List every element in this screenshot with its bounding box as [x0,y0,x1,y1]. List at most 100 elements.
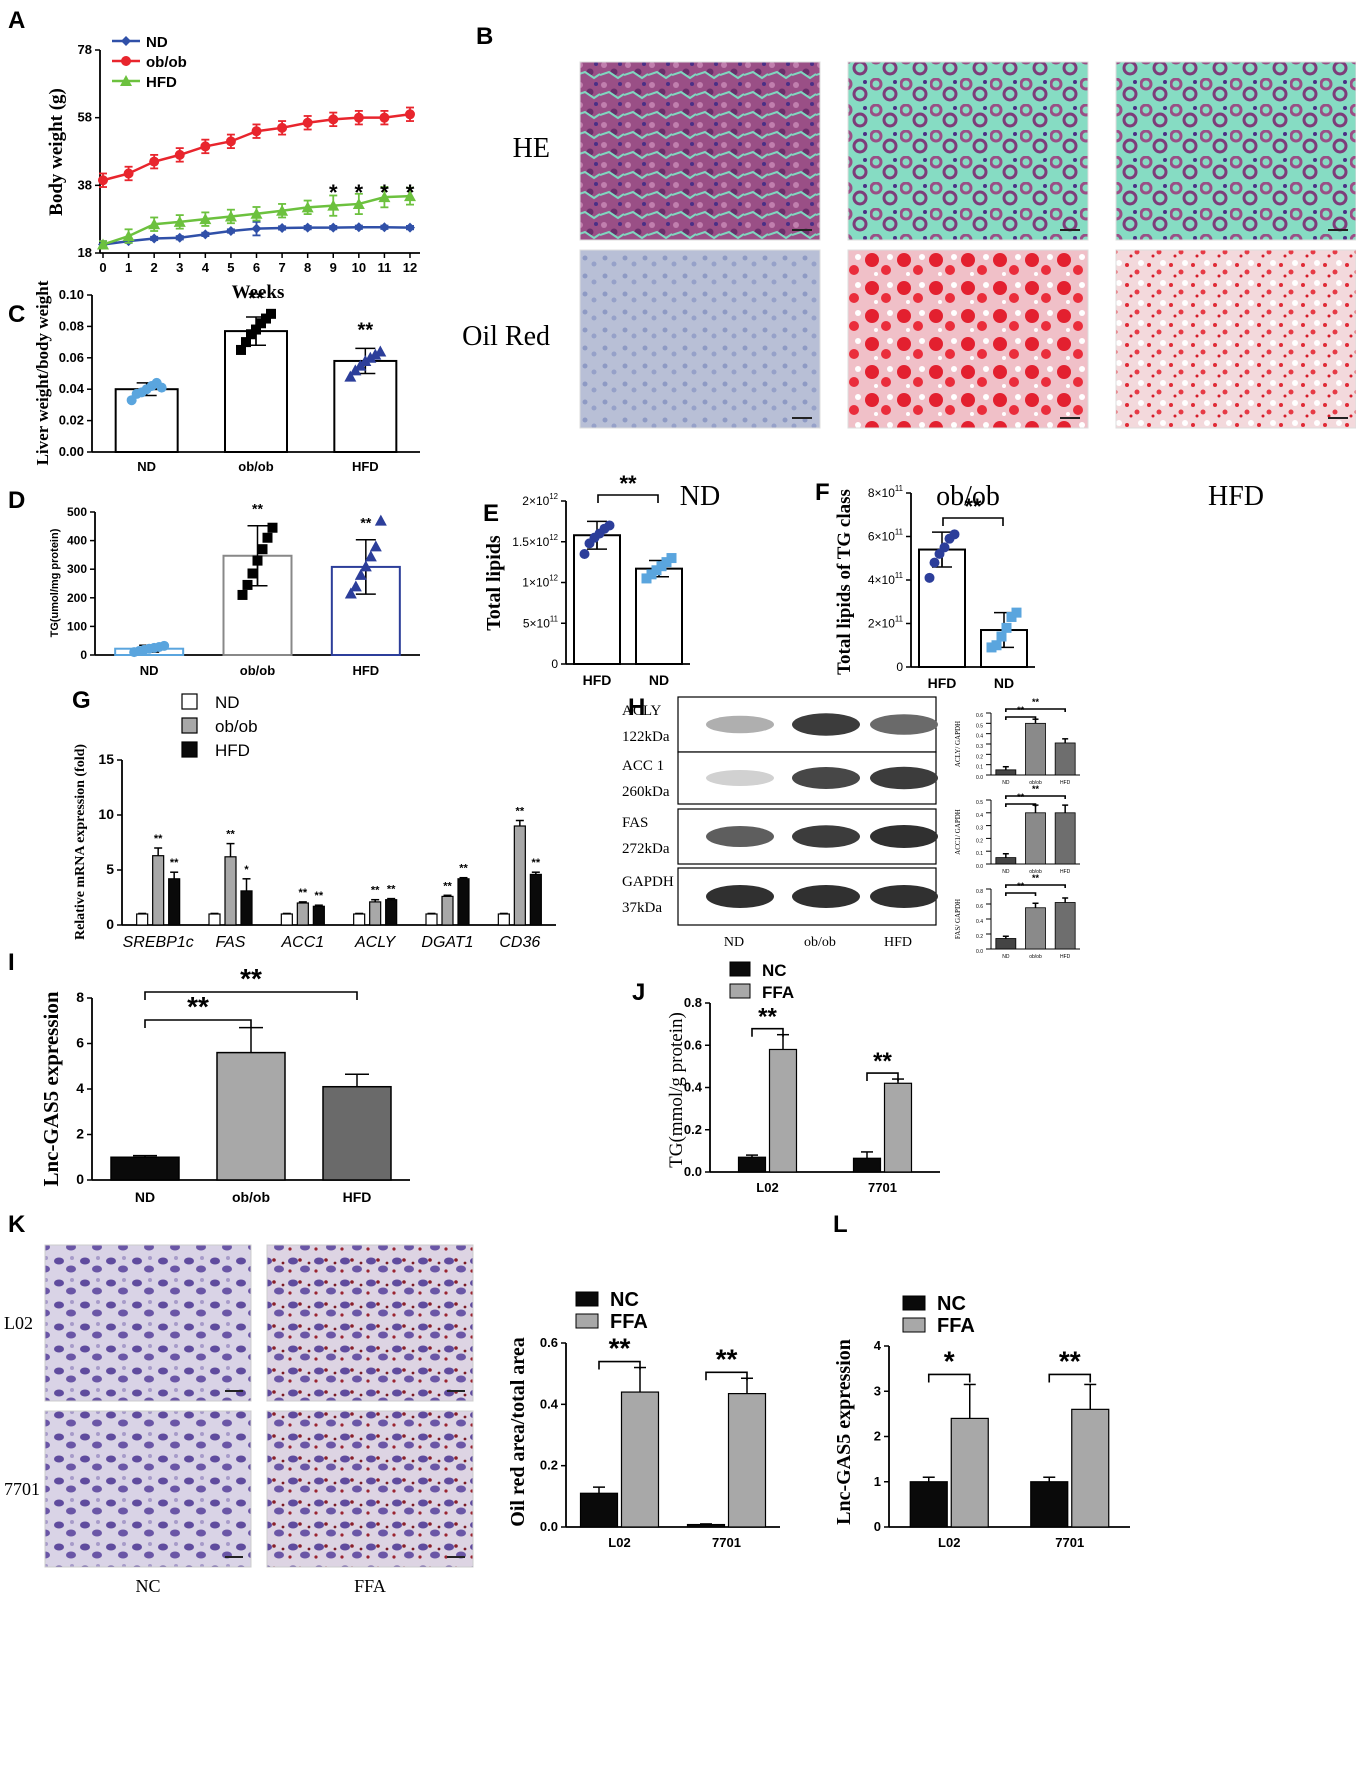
column-label: NC [135,1576,160,1596]
significance-label: ** [1017,881,1025,891]
panel-letter-F: F [815,479,830,506]
bar [1025,907,1046,950]
cell-image-L02-FFA [266,1244,474,1402]
significance-star: * [355,180,364,205]
blot-band [706,770,774,786]
data-point [924,572,935,583]
bar-group-ND: ND [114,640,185,678]
y-axis-title: ACC1/ GAPDH [954,809,962,855]
bar [1025,722,1046,776]
data-point [159,640,170,651]
y-tick-label: 3 [874,1383,881,1398]
y-tick-label: 0.6 [540,1335,558,1350]
data-point [328,114,339,125]
protein-label: GAPDH [622,874,674,890]
x-category-label: HFD [343,1189,372,1205]
data-point [379,112,390,123]
x-category-label: L02 [938,1535,960,1550]
legend-swatch-FFA [729,983,751,999]
significance-label: ** [170,857,179,869]
y-tick-label: 4×1011 [868,571,903,587]
panel-letter-D: D [8,487,25,514]
y-axis-title: FAS/ GAPDH [954,899,962,939]
legend-swatch-ob/ob [181,717,198,734]
data-point [257,544,268,555]
significance-bracket [144,991,358,1000]
x-category-label: SREBP1c [123,934,194,951]
y-axis-title: Body weight (g) [46,88,67,216]
y-tick-label: 0.4 [540,1396,559,1411]
significance-label: ** [1032,784,1040,794]
legend-label: ND [146,34,168,51]
y-tick-label: 2×1012 [522,492,558,508]
x-category-label: HFD [1060,869,1071,875]
brackets-I: ** ** [144,963,358,1028]
data-point [939,542,950,553]
y-tick-label: 0.3 [976,744,983,750]
data-point [277,122,288,133]
x-tick-label: 0 [99,260,106,275]
x-category-label: 7701 [868,1180,897,1195]
significance-bracket [942,517,1004,526]
bar-NC [686,1523,726,1528]
bar-ob/ob [369,901,382,926]
legend-swatch-FFA [575,1313,599,1329]
histology-image-oil-red-2 [1115,249,1356,429]
bar-group-7701: 7701 ** [1030,1345,1110,1550]
significance-bracket [866,1072,899,1082]
y-tick-exponent: 11 [550,614,558,623]
bar-FFA [727,1392,767,1528]
x-category-label: HFD [928,675,957,691]
legend-label: HFD [215,741,250,760]
histology-image-oil-red-1 [847,249,1089,429]
bar-FFA [950,1417,989,1528]
legend-swatch-ND [181,693,198,710]
significance-star: * [329,180,338,205]
significance-label: ** [248,288,264,310]
bar-NC [737,1156,767,1173]
y-tick-label: 1×1012 [522,574,558,590]
y-tick-label: 8 [76,989,84,1005]
significance-label: ** [609,1333,631,1364]
row-label: 7701 [4,1479,40,1499]
significance-label: ** [187,991,209,1022]
y-tick-label: 0.02 [59,413,84,428]
y-tick-label: 0.4 [976,734,983,740]
x-category-label: ND [137,459,156,474]
bar-group-ND: ND [110,1154,180,1205]
histology-image-oil-red-0 [579,249,821,429]
bar [224,330,288,453]
y-tick-label: 0.10 [59,287,84,302]
data-point [174,149,185,160]
significance-bracket [1005,795,1066,799]
y-tick-label: 0 [106,916,114,932]
bar [995,769,1017,776]
data-point [173,215,186,227]
significance-bracket [751,1027,784,1037]
x-tick-label: 7 [278,260,285,275]
y-tick-label: 0 [896,660,903,674]
data-point [374,345,387,357]
data-point [369,348,382,360]
bar-ob/ob [296,902,309,926]
y-tick-exponent: 11 [895,615,903,624]
y-tick-label: 0.04 [59,381,85,396]
y-tick-label: 0.5 [976,800,983,806]
protein-size-label: 37kDa [622,900,662,916]
data-point [1011,607,1022,618]
y-tick-exponent: 11 [895,484,903,493]
bar [322,1085,392,1181]
significance-label: ** [240,963,262,994]
x-category-label: L02 [756,1180,778,1195]
data-point [352,197,365,209]
data-point [1001,622,1012,633]
bar-group-7701: 7701 ** [852,1048,913,1195]
significance-bracket [705,1371,748,1381]
significance-bracket [1005,884,1066,888]
panel-letter-I: I [8,949,15,976]
x-category-label: ob/ob [1029,780,1042,786]
legend-swatch-NC [729,961,751,977]
data-point [404,190,416,202]
significance-label: ** [516,806,525,818]
